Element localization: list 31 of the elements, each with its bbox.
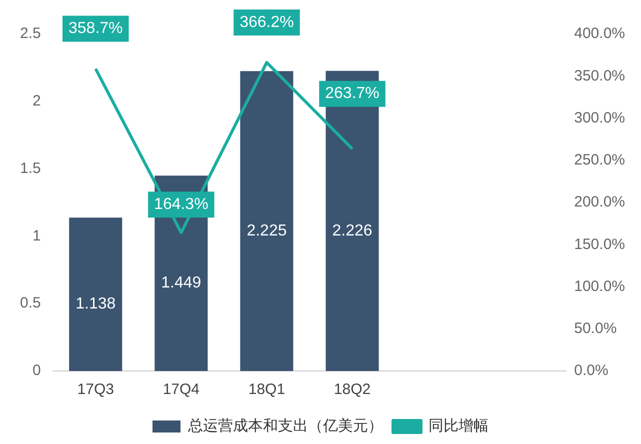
y2-tick-label: 400.0%: [574, 25, 625, 42]
y2-tick-label: 50.0%: [574, 320, 617, 338]
data-label: 2.225: [246, 222, 287, 240]
data-label: 358.7%: [68, 20, 123, 38]
data-label: 2.226: [332, 222, 372, 240]
y2-tick-label: 200.0%: [574, 194, 625, 211]
data-label: 366.2%: [240, 14, 294, 31]
x-tick-label: 17Q4: [162, 381, 200, 398]
y2-tick-label: 100.0%: [574, 278, 625, 295]
y-tick-label: 1: [32, 227, 41, 244]
y2-tick-label: 0.0%: [574, 362, 608, 380]
y2-tick-label: 150.0%: [574, 236, 625, 253]
legend-label: 总运营成本和支出（亿美元）: [187, 418, 383, 435]
y-tick-label: 2.5: [20, 25, 41, 42]
y2-tick-label: 350.0%: [574, 67, 625, 84]
y-tick-label: 0.5: [20, 294, 41, 312]
data-label: 263.7%: [325, 85, 380, 102]
data-label: 1.449: [161, 274, 202, 292]
y2-tick-label: 300.0%: [574, 109, 625, 126]
bar: [240, 71, 294, 371]
data-label: 164.3%: [154, 196, 208, 213]
legend-label: 同比增幅: [428, 418, 488, 435]
y2-tick-label: 250.0%: [574, 152, 625, 169]
x-tick-label: 18Q1: [248, 381, 286, 398]
y-tick-label: 0: [32, 362, 41, 380]
data-label: 1.138: [76, 296, 116, 313]
y-tick-label: 1.5: [20, 160, 41, 177]
x-tick-label: 17Q3: [77, 381, 114, 398]
x-tick-label: 18Q2: [334, 381, 371, 398]
bar: [69, 218, 122, 371]
y-tick-label: 2: [32, 92, 41, 110]
